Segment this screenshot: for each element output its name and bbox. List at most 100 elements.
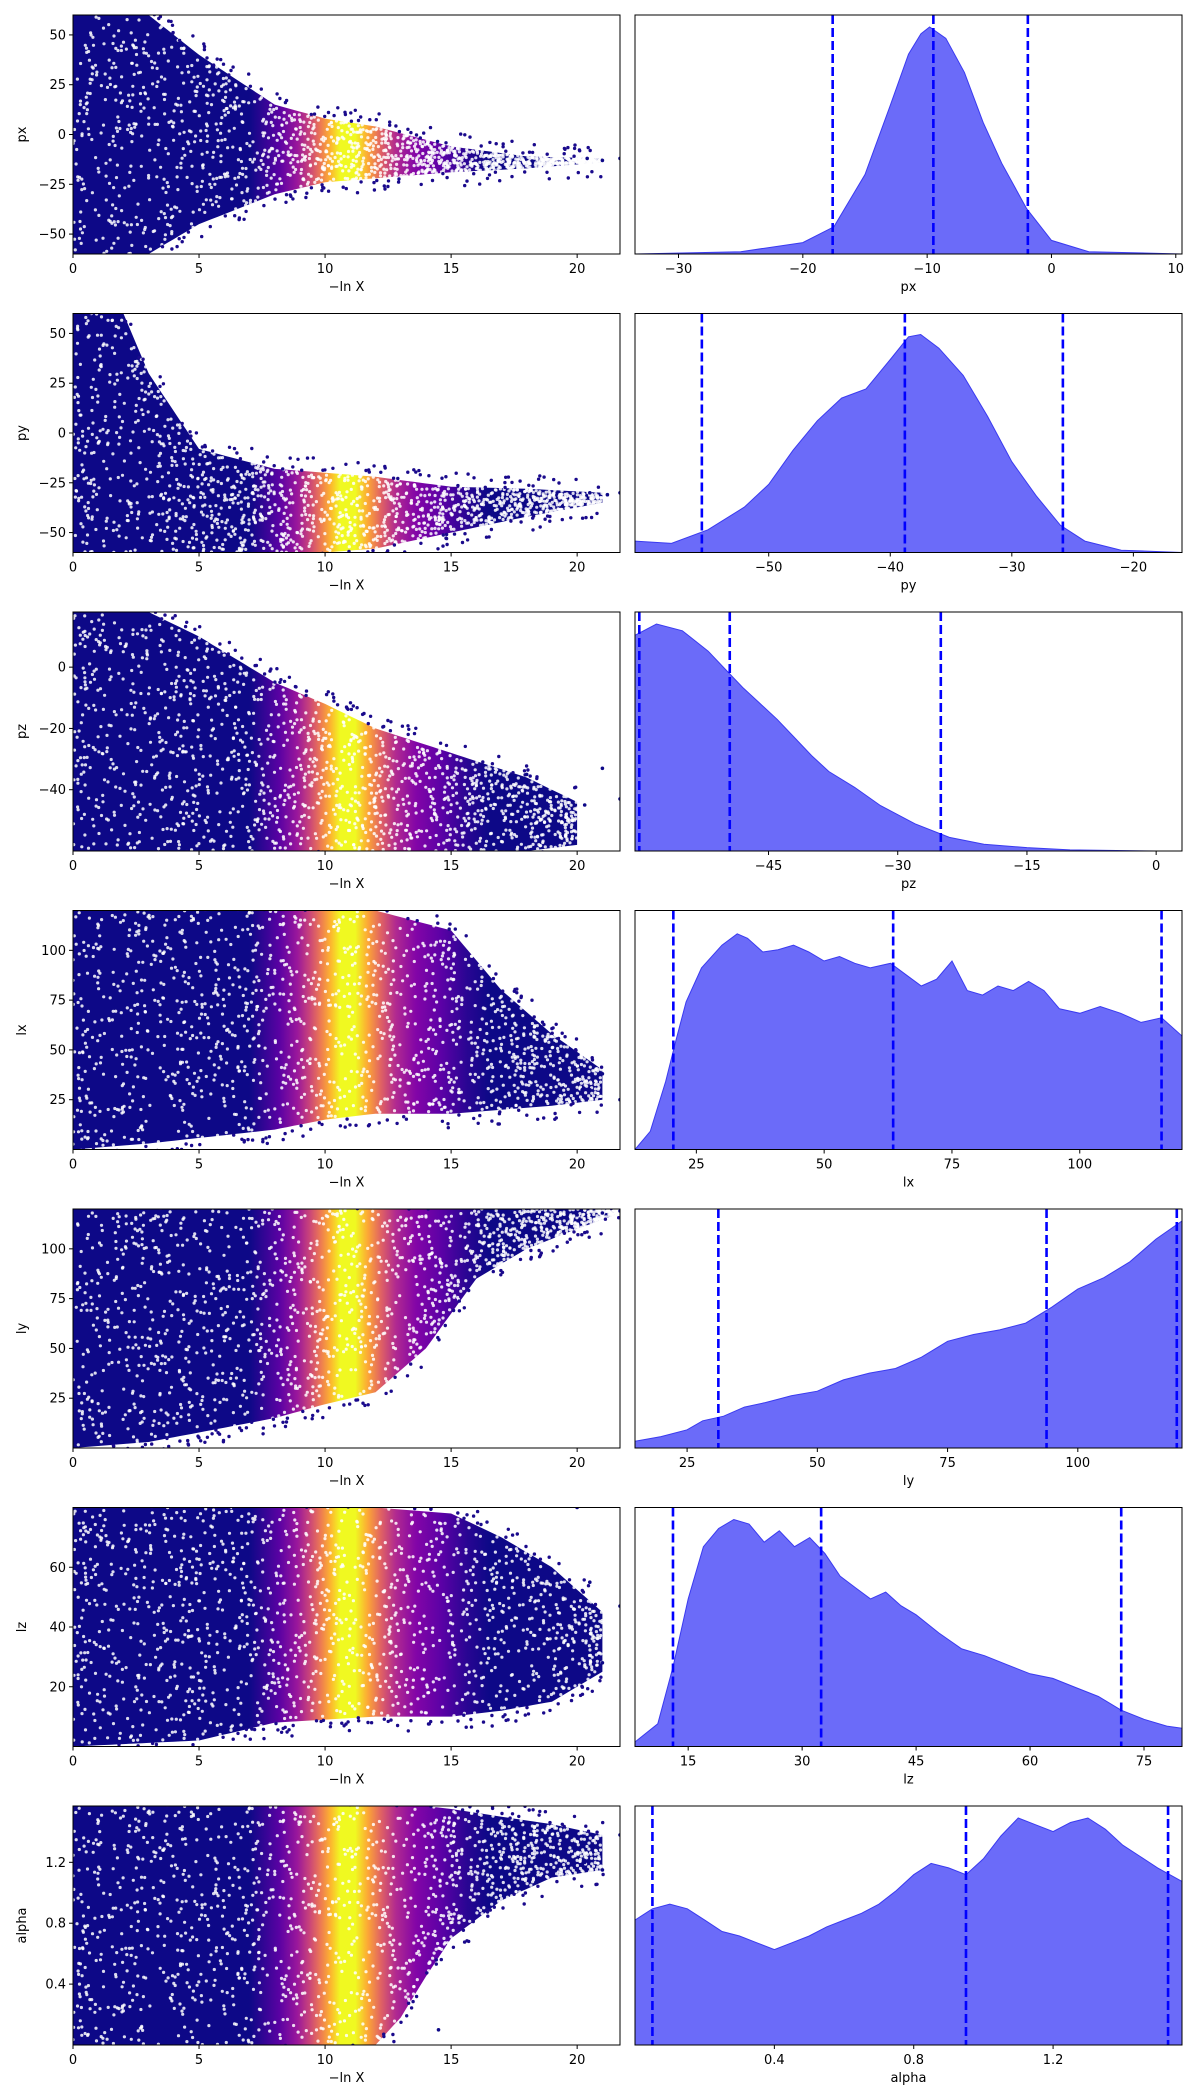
scatter-ytick-label-pz: −20 — [39, 722, 66, 737]
density-xtick-label-lz: 60 — [1022, 1755, 1039, 1770]
scatter-xtick-label-pz: 20 — [569, 859, 586, 874]
scatter-xtick-label-alpha: 15 — [443, 2053, 460, 2068]
density-xtick-label-pz: −45 — [755, 859, 782, 874]
scatter-ylabel-alpha: alpha — [15, 1907, 30, 1943]
density-xtick-label-py: −30 — [998, 561, 1025, 576]
scatter-density-band-lz — [73, 1507, 603, 1747]
scatter-ytick-label-px: 50 — [49, 28, 66, 43]
density-area-lx — [635, 933, 1182, 1150]
scatter-outlier-px-0 — [585, 156, 589, 161]
scatter-ytick-label-ly: 100 — [41, 1242, 66, 1257]
scatter-density-band-alpha — [73, 1806, 603, 2045]
scatter-ytick-label-py: 50 — [49, 327, 66, 342]
scatter-ytick-label-alpha: 0.8 — [45, 1917, 66, 1932]
density-xtick-label-lz: 75 — [1136, 1755, 1153, 1770]
density-panel-pz: −45 −30 −15 0 pz — [634, 611, 1183, 892]
scatter-outlier-lz-0 — [588, 1580, 592, 1584]
scatter-points-ly — [73, 1209, 620, 1448]
density-panel-lz: 15 30 45 60 75 lz — [634, 1507, 1183, 1788]
scatter-xlabel-lx: −ln X — [329, 1176, 365, 1191]
density-xtick-label-lx: 25 — [688, 1158, 705, 1173]
density-frame-pz — [634, 611, 1183, 852]
scatter-xlabel-alpha: −ln X — [329, 2071, 365, 2086]
scatter-xtick-label-lx: 15 — [443, 1158, 460, 1173]
density-xtick-label-lx: 100 — [1067, 1158, 1092, 1173]
density-xtick-label-alpha: 0.8 — [903, 2053, 924, 2068]
density-xlabel-pz: pz — [901, 877, 916, 892]
density-area-py — [635, 333, 1182, 553]
scatter-xlabel-py: −ln X — [329, 579, 365, 594]
scatter-xtick-label-pz: 0 — [69, 859, 77, 874]
scatter-ytick-label-pz: 0 — [58, 661, 66, 676]
scatter-ytick-label-px: 25 — [49, 78, 66, 93]
scatter-xtick-label-lz: 5 — [195, 1755, 203, 1770]
scatter-xtick-label-px: 20 — [569, 262, 586, 277]
density-frame-py — [634, 313, 1183, 553]
scatter-ylabel-lz: lz — [15, 1622, 30, 1633]
density-area-px — [635, 26, 1182, 254]
scatter-xtick-label-pz: 10 — [317, 859, 334, 874]
scatter-ytick-label-alpha: 0.4 — [45, 1978, 66, 1993]
density-xlabel-lx: lx — [903, 1176, 915, 1191]
scatter-xtick-label-lz: 10 — [317, 1755, 334, 1770]
density-xtick-label-ly: 50 — [809, 1456, 826, 1471]
scatter-xtick-label-pz: 15 — [443, 859, 460, 874]
density-panel-px: −30 −20 −10 0 10 px — [634, 14, 1184, 295]
scatter-outlier-py-0 — [588, 491, 592, 495]
scatter-outlier-pz-0 — [582, 803, 587, 807]
density-area-pz — [635, 623, 1182, 851]
scatter-ytick-label-alpha: 1.2 — [45, 1856, 66, 1871]
density-area-alpha — [635, 1817, 1182, 2045]
scatter-xtick-label-py: 20 — [569, 561, 586, 576]
scatter-panel-ly: 0 5 10 15 20 25 50 75 100 −ln X ly — [15, 1208, 621, 1489]
density-xtick-label-px: −30 — [665, 262, 692, 277]
scatter-points-lz — [73, 1507, 620, 1747]
density-xtick-label-lx: 75 — [944, 1158, 961, 1173]
density-frame-ly — [634, 1208, 1183, 1449]
scatter-outlier-pz-3 — [524, 772, 529, 777]
density-xtick-label-py: −50 — [755, 561, 782, 576]
scatter-outlier-lx-1 — [600, 1072, 605, 1076]
scatter-ytick-label-px: −25 — [39, 178, 66, 193]
scatter-xlabel-ly: −ln X — [329, 1474, 365, 1489]
density-panel-alpha: 0.4 0.8 1.2 alpha — [634, 1805, 1183, 2086]
scatter-xtick-label-lx: 0 — [69, 1158, 77, 1173]
scatter-xtick-label-alpha: 0 — [69, 2053, 77, 2068]
scatter-ylabel-lx: lx — [15, 1024, 30, 1036]
scatter-xtick-label-lx: 5 — [195, 1158, 203, 1173]
scatter-frame-alpha — [72, 1805, 621, 2046]
density-xtick-label-lz: 30 — [794, 1755, 811, 1770]
scatter-ytick-label-lx: 100 — [41, 944, 66, 959]
scatter-outlier-lx-0 — [580, 1088, 584, 1092]
density-xtick-label-pz: −30 — [884, 859, 911, 874]
scatter-xtick-label-px: 10 — [317, 262, 334, 277]
scatter-xtick-label-ly: 5 — [195, 1456, 203, 1471]
scatter-outlier-alpha-1 — [600, 1868, 605, 1872]
scatter-xtick-label-ly: 0 — [69, 1456, 77, 1471]
scatter-ytick-label-px: −50 — [39, 228, 66, 243]
scatter-ylabel-px: px — [15, 126, 30, 142]
scatter-outlier-alpha-3 — [436, 2028, 441, 2032]
scatter-xtick-label-py: 5 — [195, 561, 203, 576]
density-xtick-label-ly: 75 — [939, 1456, 956, 1471]
density-xtick-label-pz: 0 — [1152, 859, 1160, 874]
scatter-panel-lx: 0 5 10 15 20 25 50 75 100 −ln X lx — [15, 910, 621, 1191]
scatter-panel-alpha: 0 5 10 15 20 0.4 0.8 1.2 −ln X alpha — [15, 1805, 621, 2086]
scatter-points-lx — [73, 910, 620, 1150]
density-area-ly — [635, 1220, 1182, 1448]
scatter-xtick-label-alpha: 20 — [569, 2053, 586, 2068]
scatter-xlabel-pz: −ln X — [329, 877, 365, 892]
density-xtick-label-ly: 100 — [1065, 1456, 1090, 1471]
density-xtick-label-lx: 50 — [816, 1158, 833, 1173]
scatter-ylabel-pz: pz — [15, 724, 30, 739]
scatter-ytick-label-lx: 75 — [49, 994, 66, 1009]
scatter-ytick-label-py: −25 — [39, 476, 66, 491]
scatter-ytick-label-lx: 50 — [49, 1043, 66, 1058]
scatter-xtick-label-lz: 15 — [443, 1755, 460, 1770]
scatter-ytick-label-ly: 25 — [49, 1392, 66, 1407]
scatter-xtick-label-lz: 20 — [569, 1755, 586, 1770]
density-xtick-label-alpha: 0.4 — [764, 2053, 785, 2068]
scatter-outlier-pz-1 — [600, 766, 605, 771]
scatter-ytick-label-px: 0 — [58, 128, 66, 143]
scatter-outlier-lz-1 — [600, 1661, 605, 1665]
